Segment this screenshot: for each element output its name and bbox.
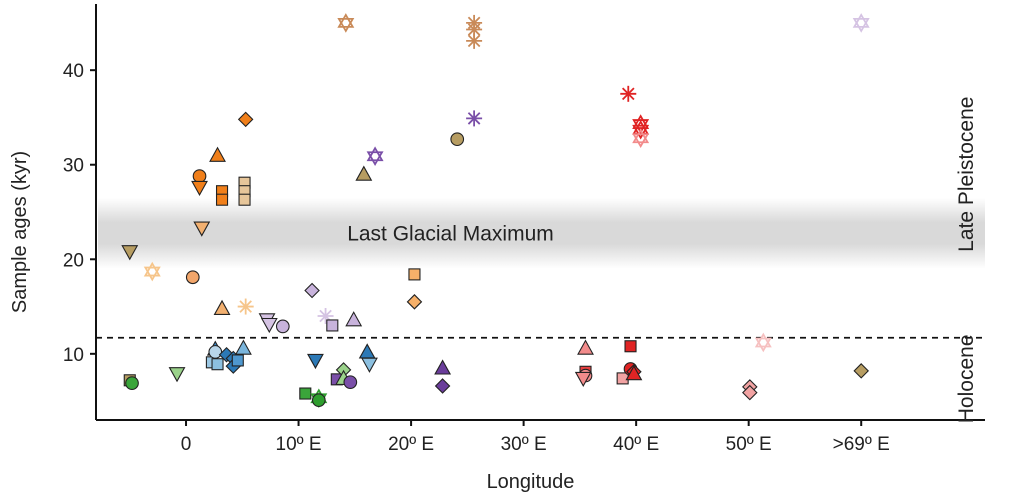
data-point-diamond — [406, 294, 423, 310]
data-point-hexagram — [852, 13, 870, 33]
data-point-triangle-down — [193, 221, 211, 237]
data-point-diamond — [304, 282, 320, 299]
data-point-square — [408, 268, 421, 281]
data-point-triangle-up — [345, 311, 363, 327]
y-tick-label: 10 — [63, 345, 84, 366]
data-point-triangle-down — [574, 371, 592, 388]
data-point-asterisk — [466, 32, 483, 49]
x-tick-label: 30º E — [501, 434, 547, 455]
x-tick-label: 0 — [181, 434, 192, 455]
x-tick-label: 50º E — [726, 434, 772, 455]
data-points — [121, 13, 870, 409]
data-point-diamond — [742, 384, 758, 401]
data-point-diamond — [237, 111, 254, 128]
data-point-circle — [208, 345, 223, 359]
y-tick-label: 20 — [63, 250, 84, 271]
data-point-circle — [192, 169, 207, 183]
data-point-hexagram — [337, 13, 355, 33]
data-point-hexagram — [754, 332, 772, 353]
data-point-triangle-down — [121, 245, 139, 261]
y-axis-title: Sample ages (kyr) — [9, 151, 31, 313]
data-point-square — [238, 193, 251, 206]
data-point-asterisk — [466, 110, 483, 127]
data-point-triangle-down — [260, 317, 278, 334]
data-point-circle — [185, 270, 200, 285]
x-axis-title: Longitude — [487, 471, 575, 493]
data-point-circle — [125, 376, 139, 390]
data-point-diamond — [853, 363, 869, 379]
data-point-triangle-down — [307, 353, 324, 370]
x-tick-label: >69º E — [833, 434, 890, 455]
data-point-square — [299, 387, 312, 400]
last-glacial-maximum-label: Last Glacial Maximum — [347, 222, 554, 245]
last-glacial-maximum-band — [98, 197, 985, 269]
data-point-triangle-up — [355, 165, 373, 181]
y-tick-label: 40 — [63, 61, 84, 82]
data-point-square — [326, 319, 339, 332]
data-point-triangle-up — [625, 365, 643, 381]
data-point-triangle-up — [577, 339, 594, 355]
x-axis-ticks: 0 10º E 20º E 30º E 40º E 50º E >69º E — [181, 420, 890, 455]
data-point-triangle-up — [213, 299, 231, 315]
data-point-triangle-up — [234, 339, 252, 355]
period-label: Holocene — [955, 335, 978, 424]
data-point-triangle-up — [209, 146, 226, 162]
data-point-circle — [275, 319, 290, 334]
x-tick-label: 10º E — [276, 434, 322, 455]
data-point-circle — [450, 132, 465, 147]
data-point-triangle-up — [434, 359, 452, 375]
x-tick-label: 20º E — [388, 434, 434, 455]
data-point-hexagram — [632, 128, 650, 149]
data-point-asterisk — [620, 85, 637, 102]
data-point-triangle-down — [361, 357, 378, 373]
period-label: Late Pleistocene — [955, 97, 978, 252]
y-axis-ticks: 10 20 30 40 — [63, 61, 96, 366]
data-point-triangle-up — [358, 343, 376, 359]
data-point-triangle-down — [168, 367, 186, 383]
y-tick-label: 30 — [63, 156, 84, 177]
data-point-diamond — [434, 378, 451, 394]
data-point-square — [231, 354, 244, 367]
data-point-circle — [311, 393, 326, 407]
period-labels: Late Pleistocene Holocene — [955, 97, 978, 424]
data-point-circle — [343, 375, 358, 390]
data-point-hexagram — [366, 146, 384, 167]
data-point-triangle-down — [191, 180, 208, 197]
data-point-square — [211, 358, 224, 371]
data-point-square — [215, 193, 229, 206]
data-point-asterisk — [237, 298, 254, 315]
data-point-square — [624, 340, 637, 353]
x-tick-label: 40º E — [613, 434, 659, 455]
data-point-hexagram — [143, 261, 161, 282]
